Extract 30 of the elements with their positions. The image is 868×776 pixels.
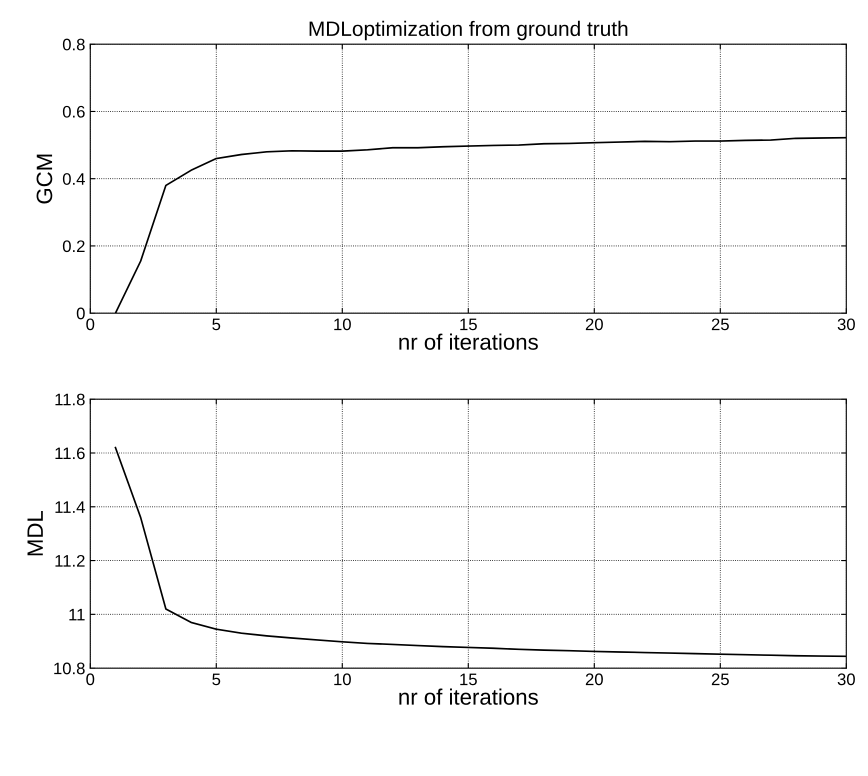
x-tick-label: 25: [712, 318, 729, 330]
x-tick-label: 10: [334, 318, 351, 330]
y-tick-label: 10.8: [54, 662, 85, 674]
x-tick-label: 20: [586, 673, 603, 686]
y-tick-label: 11: [69, 608, 85, 620]
y-tick-label: 11.2: [55, 554, 85, 567]
x-tick-label: 5: [212, 318, 220, 330]
x-axis-title: nr of iterations: [399, 334, 538, 350]
y-tick-label: 0.4: [62, 173, 85, 185]
y-tick-label: 0.2: [62, 240, 85, 252]
x-tick-label: 10: [334, 673, 351, 686]
x-tick-label: 25: [712, 673, 729, 686]
x-tick-label: 20: [586, 318, 603, 330]
x-axis-title: nr of iterations: [399, 688, 538, 705]
x-tick-label: 0: [86, 318, 94, 330]
x-tick-label: 0: [86, 673, 94, 686]
chart-title: MDLoptimization from ground truth: [310, 20, 628, 40]
x-tick-label: 30: [838, 673, 855, 686]
y-axis-title: GCM: [36, 154, 52, 204]
y-tick-label: 11.4: [55, 501, 85, 513]
x-tick-label: 15: [460, 318, 477, 330]
y-tick-label: 11.8: [55, 394, 85, 406]
y-tick-label: 0: [76, 308, 85, 320]
y-tick-label: 11.6: [55, 447, 85, 460]
y-tick-label: 0.8: [62, 38, 85, 50]
x-tick-label: 30: [838, 318, 855, 330]
y-axis-title: MDL: [28, 510, 43, 556]
y-tick-label: 0.6: [62, 106, 85, 118]
x-tick-label: 15: [460, 674, 477, 686]
x-tick-label: 5: [212, 674, 220, 686]
